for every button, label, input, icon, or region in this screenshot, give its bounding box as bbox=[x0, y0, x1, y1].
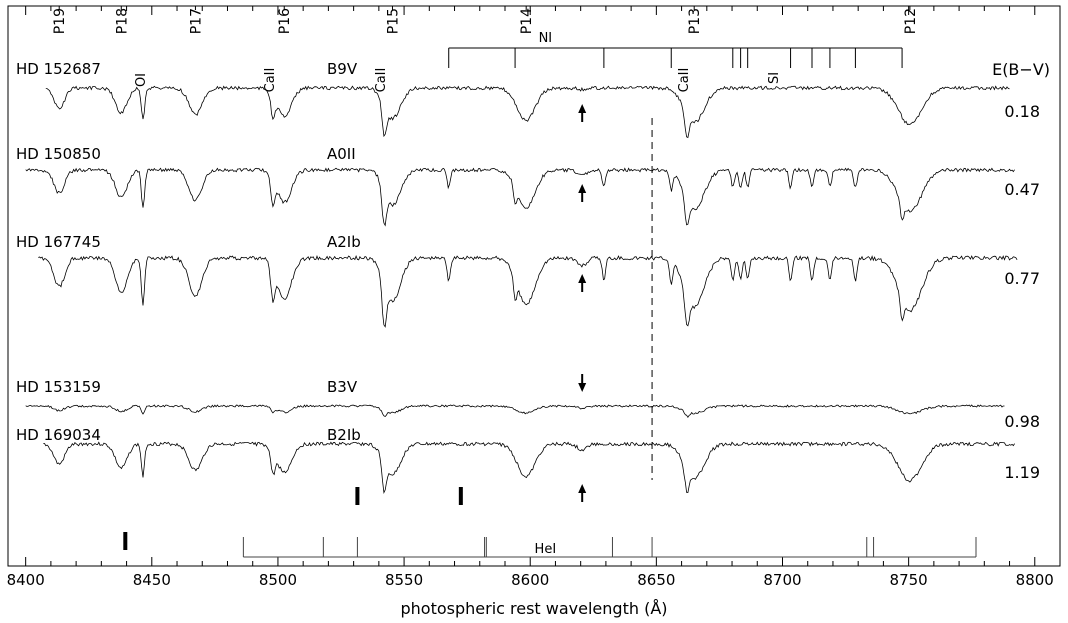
ebv-header: E(B−V) bbox=[992, 60, 1050, 79]
band-marker bbox=[458, 487, 463, 505]
star-label: HD 150850 bbox=[16, 145, 101, 163]
paschen-label: P14 bbox=[519, 8, 535, 34]
spectrum-line bbox=[43, 441, 1015, 495]
x-tick-label: 8600 bbox=[511, 571, 549, 589]
line-id-oi: OI bbox=[134, 73, 149, 87]
paschen-label: P19 bbox=[52, 8, 68, 34]
line-id-caii: CaII bbox=[374, 68, 389, 93]
star-label: HD 152687 bbox=[16, 60, 101, 78]
paschen-label: P12 bbox=[903, 8, 919, 34]
ebv-value: 1.19 bbox=[1004, 463, 1040, 482]
paschen-label: P13 bbox=[687, 8, 703, 34]
spectrum-line bbox=[45, 85, 1010, 139]
paschen-label: P15 bbox=[385, 8, 401, 34]
x-tick-label: 8650 bbox=[637, 571, 675, 589]
x-tick-label: 8550 bbox=[385, 571, 423, 589]
sptype-label: B9V bbox=[327, 60, 358, 78]
plot-frame bbox=[7, 5, 1061, 567]
dib-arrow-head bbox=[578, 274, 587, 283]
star-label: HD 153159 bbox=[16, 378, 101, 396]
hei-label: HeI bbox=[535, 542, 557, 557]
dib-arrow-head bbox=[578, 484, 587, 493]
x-tick-label: 8450 bbox=[133, 571, 171, 589]
dib-arrow-head bbox=[578, 383, 587, 392]
x-tick-label: 8500 bbox=[259, 571, 297, 589]
band-marker bbox=[355, 487, 360, 505]
x-tick-label: 8750 bbox=[890, 571, 928, 589]
spectrum-line bbox=[25, 404, 1005, 419]
star-label: HD 169034 bbox=[16, 426, 101, 444]
ebv-value: 0.18 bbox=[1004, 102, 1040, 121]
spectrum-line bbox=[25, 167, 1015, 227]
band-marker bbox=[123, 532, 128, 550]
ebv-value: 0.77 bbox=[1004, 269, 1040, 288]
x-tick-label: 8400 bbox=[7, 571, 45, 589]
paschen-label: P16 bbox=[277, 8, 293, 34]
line-id-caii: CaII bbox=[263, 68, 278, 93]
ebv-value: 0.98 bbox=[1004, 412, 1040, 431]
star-label: HD 167745 bbox=[16, 233, 101, 251]
x-axis-label: photospheric rest wavelength (Å) bbox=[400, 599, 667, 618]
sptype-label: B3V bbox=[327, 378, 358, 396]
sptype-label: A2Ib bbox=[327, 233, 361, 251]
line-id-si: SI bbox=[767, 72, 782, 84]
dib-arrow-head bbox=[578, 184, 587, 193]
ebv-value: 0.47 bbox=[1004, 180, 1040, 199]
x-tick-label: 8800 bbox=[1016, 571, 1054, 589]
ni-label: NI bbox=[539, 31, 553, 46]
paschen-label: P17 bbox=[188, 8, 204, 34]
line-id-caii: CaII bbox=[677, 68, 692, 93]
sptype-label: B2Ib bbox=[327, 426, 361, 444]
paschen-label: P18 bbox=[114, 8, 130, 34]
spectrum-line bbox=[38, 254, 1018, 328]
dib-arrow-head bbox=[578, 104, 587, 113]
x-tick-label: 8700 bbox=[763, 571, 801, 589]
sptype-label: A0II bbox=[327, 145, 356, 163]
